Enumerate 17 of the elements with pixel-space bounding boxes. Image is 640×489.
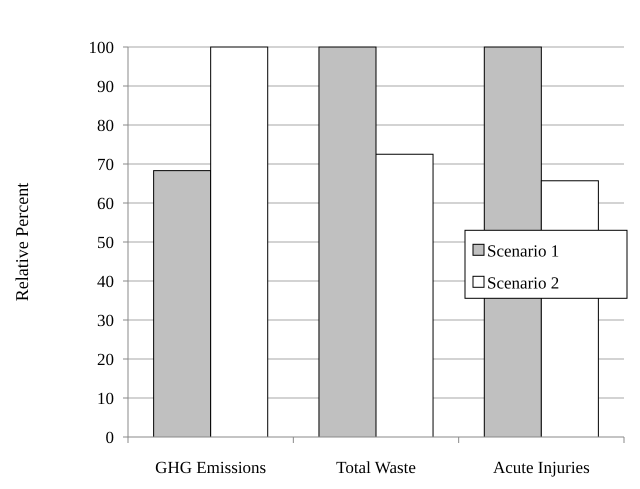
y-tick-label: 40 [97, 272, 114, 291]
legend-label: Scenario 1 [487, 241, 560, 260]
y-tick-label: 90 [97, 76, 114, 96]
y-tick-label: 100 [88, 38, 114, 57]
y-tick-label: 30 [97, 310, 114, 330]
y-tick-label: 50 [97, 232, 114, 252]
y-axis-title: Relative Percent [12, 182, 32, 302]
x-tick-label: Acute Injuries [492, 458, 590, 477]
y-tick-label: 0 [106, 428, 114, 447]
y-tick-label: 70 [97, 154, 114, 174]
y-tick-label: 80 [97, 116, 114, 135]
legend-label: Scenario 2 [487, 273, 560, 292]
x-tick-label: GHG Emissions [155, 458, 266, 477]
y-tick-label: 10 [97, 388, 114, 408]
x-tick-label: Total Waste [336, 458, 416, 477]
y-tick-label: 20 [97, 350, 114, 369]
y-tick-label: 60 [97, 194, 114, 213]
